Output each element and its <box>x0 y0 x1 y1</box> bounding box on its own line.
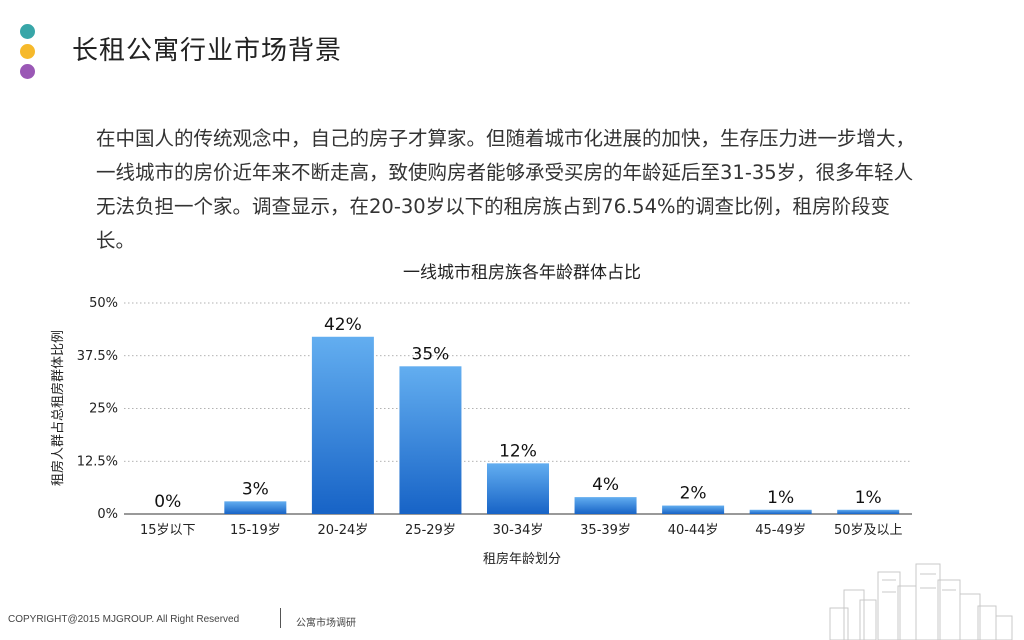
bar <box>837 509 900 514</box>
data-label: 1% <box>767 488 794 508</box>
data-label: 0% <box>154 492 181 512</box>
page-title: 长租公寓行业市场背景 <box>72 36 343 66</box>
x-tick-label: 45-49岁 <box>755 523 806 538</box>
data-label: 3% <box>242 479 269 499</box>
y-axis-label: 租房人群占总租房群体比例 <box>50 330 66 486</box>
x-tick-label: 35-39岁 <box>580 523 631 538</box>
chart-title: 一线城市租房族各年龄群体占比 <box>403 263 641 283</box>
x-tick-label: 30-34岁 <box>493 523 544 538</box>
y-tick-label: 0% <box>97 507 118 522</box>
tick-labels: 0% 12.5% 25% 37.5% 50% 15岁以下 15-19岁 20-24岁 25-29… <box>77 296 903 538</box>
city-skyline-graphic <box>829 563 1013 640</box>
bar <box>749 509 812 514</box>
data-label: 1% <box>855 488 882 508</box>
yellow-dot <box>20 44 35 59</box>
data-label: 2% <box>680 484 707 504</box>
bar <box>487 463 549 514</box>
bar <box>662 505 725 514</box>
x-tick-label: 40-44岁 <box>668 523 719 538</box>
bar-chart: 一线城市租房族各年龄群体占比 租房年龄划分 租房人群占总租房群体比例 0% 3% 4… <box>50 263 912 567</box>
section-label: 公寓市场调研 <box>296 618 356 629</box>
intro-paragraph: 在中国人的传统观念中，自己的房子才算家。但随着城市化进展的加快，生存压力进一步增… <box>96 127 916 252</box>
bar <box>399 366 462 514</box>
x-tick-label: 20-24岁 <box>317 523 368 538</box>
purple-dot <box>20 64 35 79</box>
copyright-text: COPYRIGHT@2015 MJGROUP. All Right Reserv… <box>8 614 240 625</box>
x-tick-label: 15岁以下 <box>140 523 196 538</box>
x-tick-label: 15-19岁 <box>230 523 281 538</box>
x-tick-label: 25-29岁 <box>405 523 456 538</box>
y-tick-label: 25% <box>89 402 118 417</box>
decor-dots <box>20 24 35 84</box>
teal-dot <box>20 24 35 39</box>
data-labels: 0% 3% 42% 35% 12% 4% 2% 1% 1% <box>154 315 881 512</box>
data-label: 35% <box>412 344 450 364</box>
data-label: 12% <box>499 441 537 461</box>
y-tick-label: 12.5% <box>77 454 118 469</box>
y-tick-label: 37.5% <box>77 349 118 364</box>
footer-divider <box>280 608 281 628</box>
x-axis-label: 租房年龄划分 <box>483 551 561 567</box>
bar <box>224 501 287 514</box>
bars <box>224 336 900 514</box>
data-label: 4% <box>592 475 619 495</box>
x-tick-label: 50岁及以上 <box>834 523 903 538</box>
y-tick-label: 50% <box>89 296 118 311</box>
data-label: 42% <box>324 315 362 335</box>
bar <box>574 497 637 514</box>
bar <box>311 336 374 514</box>
